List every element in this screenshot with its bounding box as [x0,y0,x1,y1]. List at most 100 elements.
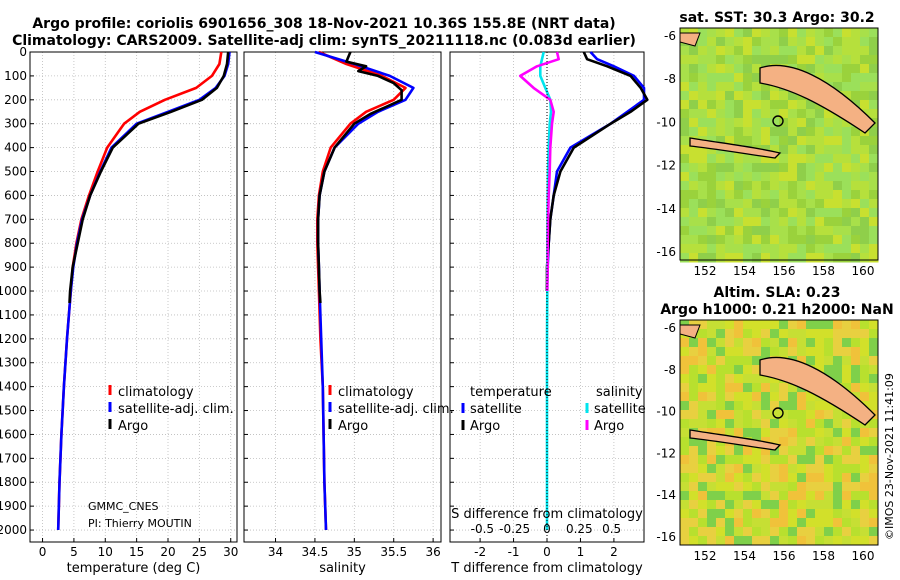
map-cell [725,509,735,519]
map-cell [869,100,879,110]
map-cell [788,235,798,245]
map-cell [779,109,789,119]
map-cell [761,482,771,492]
map-cell [698,365,708,375]
x-tick-label: 0 [543,545,551,559]
map-cell [743,127,753,137]
map-cell [815,320,825,330]
map-cell [734,37,744,47]
map-cell [725,154,735,164]
map-cell [698,491,708,501]
map-cell [761,509,771,519]
map-cell [716,500,726,510]
map-cell [797,244,807,254]
map-cell [743,190,753,200]
map-cell [716,365,726,375]
map-cell [797,55,807,65]
axes-box [29,51,238,543]
map-cell [869,500,879,510]
map-cell [806,500,816,510]
map-cell [833,208,843,218]
map-cell [806,28,816,38]
map-cell [851,253,861,263]
map-cell [734,136,744,146]
map-cell [824,338,834,348]
map-cell [689,244,699,254]
map-cell [689,64,699,74]
map-cell [815,356,825,366]
map-cell [779,55,789,65]
map-cell [707,383,717,393]
map-cell [698,73,708,83]
map-cell [725,118,735,128]
map-cell [743,118,753,128]
map-cell [680,91,690,101]
map-cell [734,181,744,191]
map-cell [725,181,735,191]
map-cell [869,55,879,65]
map-cell [689,154,699,164]
map-cell [860,244,870,254]
y-tick-label: 1000 [0,284,27,298]
map-cell [698,320,708,330]
map-cell [689,473,699,483]
argo-location-marker [772,115,784,127]
map-cell [680,118,690,128]
header-line2: Climatology: CARS2009. Satellite-adj cli… [12,33,636,49]
map-cell [815,208,825,218]
map-cell [860,136,870,146]
map-cell [779,320,789,330]
map-cell [680,253,690,263]
map-cell [779,401,789,411]
map-cell [725,208,735,218]
map-cell [725,473,735,483]
map-cell [698,347,708,357]
map-cell [851,347,861,357]
map-cell [743,392,753,402]
lat-tick-label: -14 [656,202,676,216]
map-cell [689,235,699,245]
map-cell [761,536,771,546]
map-cell [779,199,789,209]
map-cell [806,190,816,200]
map-cell [815,163,825,173]
x-tick-label: 36 [425,545,440,559]
map-cell [770,401,780,411]
map-cell [752,455,762,465]
map-cell [716,100,726,110]
map-cell [806,172,816,182]
map-cell [869,226,879,236]
map-cell [815,226,825,236]
map-cell [869,154,879,164]
map-cell [815,136,825,146]
map-cell [734,109,744,119]
map-cell [851,491,861,501]
map-cell [860,190,870,200]
credit-stamp: ©IMOS 23-Nov-2021 11:41:09 [883,373,896,540]
map-cell [860,383,870,393]
map-cell [779,338,789,348]
map-cell [761,491,771,501]
map-cell [860,392,870,402]
map-cell [770,145,780,155]
map-cell [680,181,690,191]
legend-label: satellite-adj. clim. [118,402,234,417]
map-cell [779,226,789,236]
map-cell [698,536,708,546]
map-cell [842,500,852,510]
map-cell [788,100,798,110]
x-tick-label: 35.5 [380,545,407,559]
map-cell [680,500,690,510]
map-cell [833,347,843,357]
map-cell [707,55,717,65]
map-cell [707,401,717,411]
y-tick-label: 1200 [0,332,27,346]
map-cell [797,136,807,146]
map-cell [734,356,744,366]
map-cell [860,154,870,164]
map-cell [734,518,744,528]
map-cell [707,518,717,528]
map-cell [815,365,825,375]
map-cell [779,491,789,501]
map-cell [869,482,879,492]
